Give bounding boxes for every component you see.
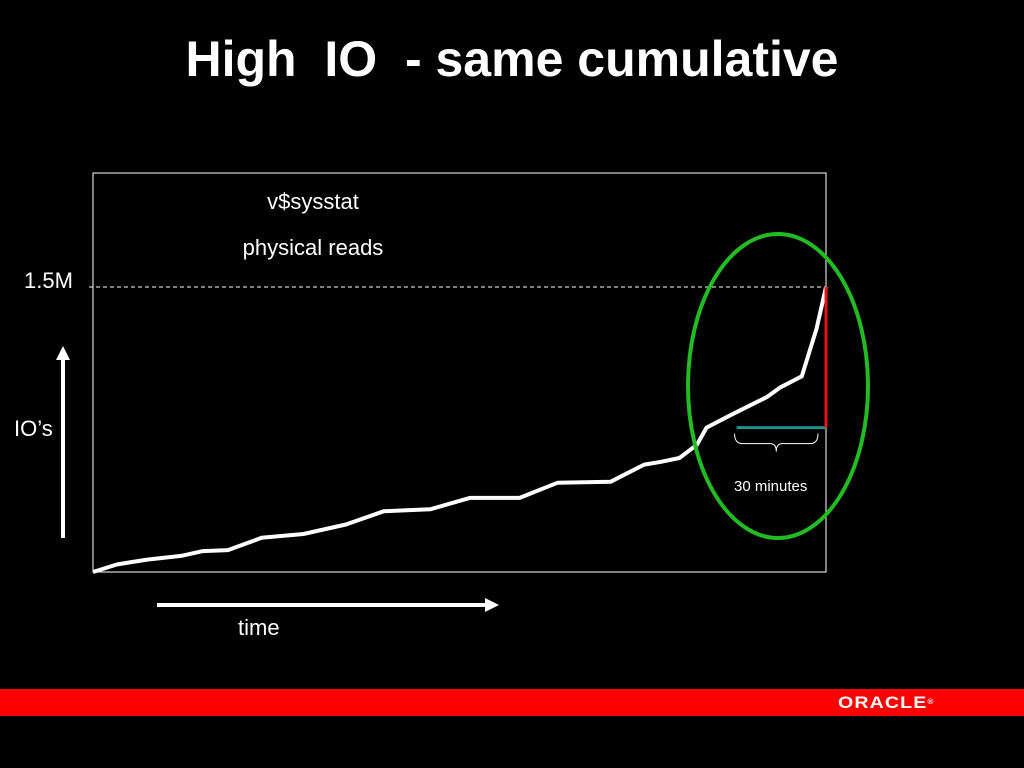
plot-frame	[92, 172, 827, 573]
y-axis-label: IO’s	[14, 416, 53, 441]
y-reference-label: 1.5M	[24, 268, 73, 293]
chart-subtitle: physical reads	[242, 235, 384, 260]
series-line-0	[92, 286, 828, 574]
annotation-label: 30 minutes	[734, 478, 808, 495]
chart-title: v$sysstat	[267, 189, 359, 214]
series-layer	[92, 286, 828, 574]
x-axis-arrow-head	[485, 598, 499, 612]
slide-title: High IO - same cumulative	[185, 31, 839, 87]
brand-name: ORACLE	[838, 693, 928, 712]
oracle-logo: ORACLE®	[838, 693, 934, 712]
time-span-brace	[734, 433, 819, 452]
footer-bar	[0, 689, 1024, 716]
x-axis-label: time	[238, 615, 280, 640]
highlight-ellipse	[686, 232, 870, 540]
y-axis-arrow-head	[56, 346, 70, 360]
